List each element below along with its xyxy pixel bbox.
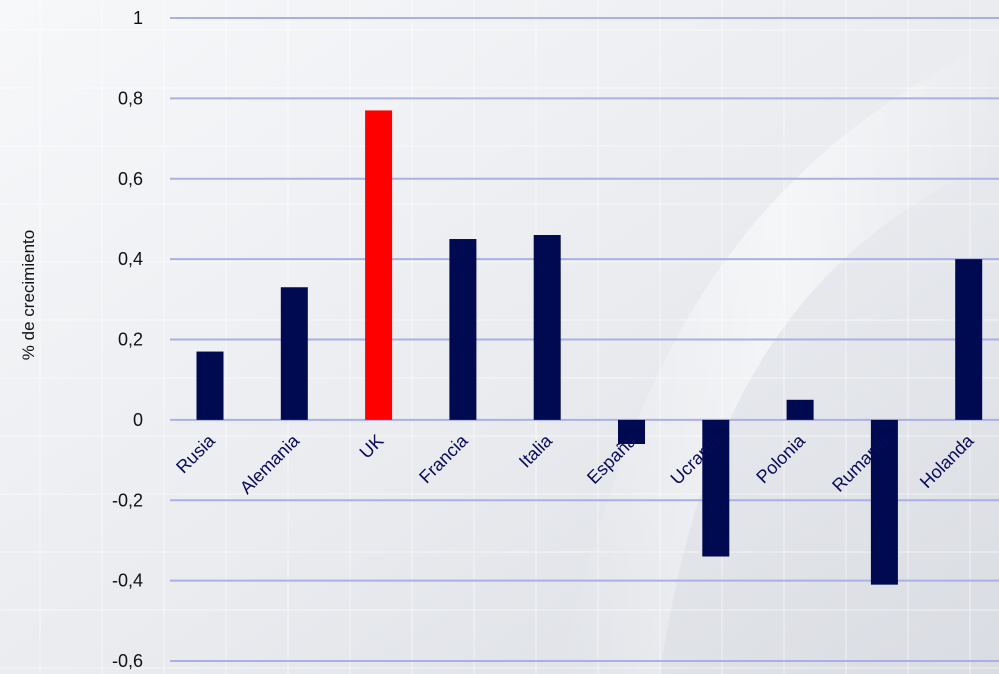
y-tick-label: 0,4 xyxy=(118,249,143,269)
bars xyxy=(196,110,983,585)
bar-españa xyxy=(618,419,645,444)
bar-uk xyxy=(365,110,393,420)
y-tick-label: 0,2 xyxy=(118,330,143,350)
bar-rumania xyxy=(870,419,898,585)
y-tick-label: -0,4 xyxy=(112,571,143,591)
y-tick-label: 0,6 xyxy=(118,169,143,189)
bar-francia xyxy=(449,239,477,420)
bar-italia xyxy=(533,235,561,420)
y-tick-label: 1 xyxy=(133,8,143,28)
bar-alemania xyxy=(280,287,308,420)
y-tick-label: -0,2 xyxy=(112,490,143,510)
y-axis-tick-labels: 1 0,8 0,6 0,4 0,2 0 -0,2 -0,4 -0,6 xyxy=(112,8,143,671)
bar-ucrania xyxy=(702,419,730,557)
gridlines xyxy=(170,17,999,662)
y-tick-label: -0,6 xyxy=(112,651,143,671)
y-axis-title: % de crecimiento xyxy=(19,230,38,360)
bar-rusia xyxy=(196,351,224,420)
y-tick-label: 0,8 xyxy=(118,88,143,108)
bar-holanda xyxy=(955,259,983,420)
bar-polonia xyxy=(786,399,814,420)
y-tick-label: 0 xyxy=(133,410,143,430)
